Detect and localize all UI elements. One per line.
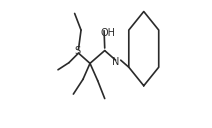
- Text: S: S: [74, 46, 80, 56]
- Text: N: N: [112, 57, 120, 67]
- Text: OH: OH: [100, 28, 116, 38]
